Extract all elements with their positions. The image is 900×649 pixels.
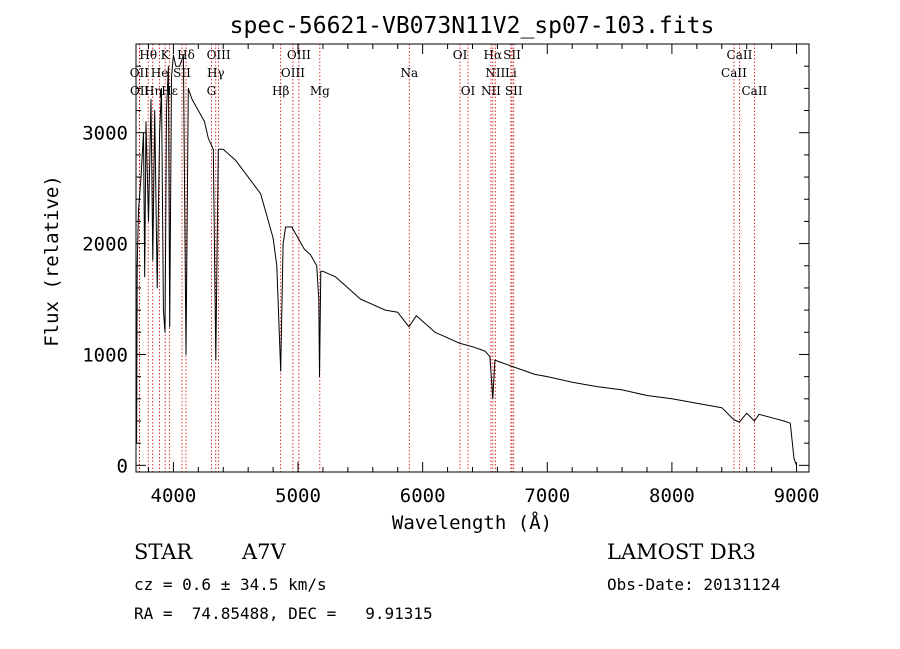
marker-label-15: Mg <box>310 84 330 98</box>
redshift-readout: cz = 0.6 ± 34.5 km/s <box>134 575 327 594</box>
marker-label-4: He <box>151 66 169 80</box>
object-subclass: A7V <box>242 540 286 564</box>
spectrum-series <box>135 54 797 466</box>
coordinates: RA = 74.85488, DEC = 9.91315 <box>134 604 433 623</box>
marker-label-22: SII <box>503 48 521 62</box>
marker-label-13: OIII <box>287 48 311 62</box>
marker-label-26: CaII <box>721 66 747 80</box>
marker-label-19: Hα <box>484 48 503 62</box>
marker-label-24: SII <box>505 84 523 98</box>
marker-label-16: Na <box>400 66 418 80</box>
x-axis-label: Wavelength (Å) <box>392 511 552 534</box>
marker-label-11: G <box>207 84 217 98</box>
y-tick-label: 3000 <box>82 123 128 145</box>
x-tick-label: 9000 <box>774 485 820 507</box>
y-axis-label: Flux (relative) <box>41 175 63 347</box>
marker-label-5: K <box>161 48 171 62</box>
y-tick-label: 2000 <box>82 234 128 256</box>
x-tick-label: 6000 <box>400 485 446 507</box>
marker-label-2: OII <box>130 84 150 98</box>
marker-label-9: OIII <box>207 48 231 62</box>
y-tick-label: 0 <box>117 455 128 477</box>
x-tick-label: 8000 <box>649 485 695 507</box>
survey-name: LAMOST DR3 <box>607 540 756 564</box>
chart-title: spec-56621-VB073N11V2_sp07-103.fits <box>230 13 715 39</box>
marker-label-0: Hθ <box>139 48 157 62</box>
plot-frame <box>135 43 810 473</box>
object-class: STAR <box>134 540 193 564</box>
obs-date: Obs-Date: 20131124 <box>607 575 781 594</box>
y-tick-label: 1000 <box>82 344 128 366</box>
marker-label-12: Hβ <box>272 84 289 98</box>
marker-label-14: OIII <box>281 66 305 80</box>
marker-label-27: CaII <box>741 84 767 98</box>
marker-label-18: OI <box>461 84 476 98</box>
marker-label-17: OI <box>453 48 468 62</box>
axis-ticks: 4000 5000 6000 7000 8000 9000 0 1000 2000 3000 <box>82 44 819 507</box>
x-tick-label: 4000 <box>151 485 197 507</box>
marker-label-10: Hγ <box>207 66 225 80</box>
marker-label-23: Li <box>505 66 517 80</box>
marker-label-6: Hε <box>161 84 178 98</box>
marker-label-3: Hη <box>144 84 162 98</box>
x-tick-label: 5000 <box>275 485 321 507</box>
marker-label-8: Hδ <box>177 48 195 62</box>
marker-label-7: SII <box>173 66 191 80</box>
marker-label-21: NII <box>481 84 501 98</box>
marker-label-20: NII <box>485 66 505 80</box>
spectrum-line <box>135 54 797 466</box>
marker-label-25: CaII <box>727 48 753 62</box>
x-tick-label: 7000 <box>524 485 570 507</box>
